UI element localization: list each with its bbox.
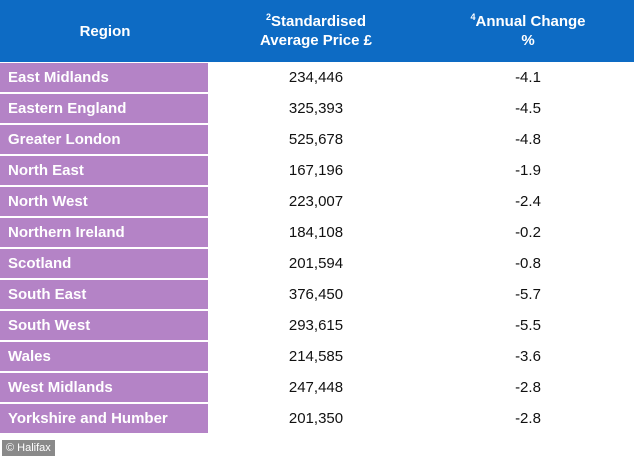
price-cell: 293,615 xyxy=(288,317,344,334)
header-change: 4Annual Change % xyxy=(422,0,634,62)
table-row: West Midlands 247,448 -2.8 xyxy=(0,373,634,402)
price-cell: 247,448 xyxy=(288,379,344,396)
region-cell: North West xyxy=(0,187,210,216)
header-price-footnote: 2 xyxy=(265,12,271,22)
region-cell: Wales xyxy=(0,342,210,371)
region-cell: North East xyxy=(0,156,210,185)
table-row: Yorkshire and Humber 201,350 -2.8 xyxy=(0,404,634,433)
change-cell: -2.4 xyxy=(515,193,541,210)
table-row: Greater London 525,678 -4.8 xyxy=(0,125,634,154)
price-cell: 234,446 xyxy=(288,69,344,86)
table-row: Scotland 201,594 -0.8 xyxy=(0,249,634,278)
price-cell: 214,585 xyxy=(288,348,344,365)
change-cell: -5.5 xyxy=(515,317,541,334)
header-change-footnote: 4 xyxy=(470,12,476,22)
change-cell: -2.8 xyxy=(515,410,541,427)
table-row: North West 223,007 -2.4 xyxy=(0,187,634,216)
change-cell: -3.6 xyxy=(515,348,541,365)
region-cell: South West xyxy=(0,311,210,340)
region-cell: South East xyxy=(0,280,210,309)
header-price-line2: Average Price £ xyxy=(259,32,373,49)
table-row: East Midlands 234,446 -4.1 xyxy=(0,63,634,92)
table-row: Northern Ireland 184,108 -0.2 xyxy=(0,218,634,247)
change-cell: -5.7 xyxy=(515,286,541,303)
table-header: Region 2Standardised Average Price £ 4An… xyxy=(0,0,634,62)
table-body: East Midlands 234,446 -4.1 Eastern Engla… xyxy=(0,63,634,433)
region-cell: East Midlands xyxy=(0,63,210,92)
price-cell: 201,350 xyxy=(288,410,344,427)
table-row: South East 376,450 -5.7 xyxy=(0,280,634,309)
table-row: Wales 214,585 -3.6 xyxy=(0,342,634,371)
price-cell: 223,007 xyxy=(288,193,344,210)
price-cell: 325,393 xyxy=(288,100,344,117)
image-credit: © Halifax xyxy=(2,440,55,456)
table-row: Eastern England 325,393 -4.5 xyxy=(0,94,634,123)
region-cell: Northern Ireland xyxy=(0,218,210,247)
table-row: South West 293,615 -5.5 xyxy=(0,311,634,340)
house-price-table: Region 2Standardised Average Price £ 4An… xyxy=(0,0,634,433)
change-cell: -0.8 xyxy=(515,255,541,272)
header-change-title: Annual Change xyxy=(475,13,586,30)
region-cell: Yorkshire and Humber xyxy=(0,404,210,433)
header-region: Region xyxy=(79,22,131,40)
change-cell: -4.5 xyxy=(515,100,541,117)
price-cell: 184,108 xyxy=(288,224,344,241)
change-cell: -1.9 xyxy=(515,162,541,179)
change-cell: -2.8 xyxy=(515,379,541,396)
header-change-line1: 4Annual Change xyxy=(470,12,585,31)
change-cell: -4.1 xyxy=(515,69,541,86)
header-change-line2: % xyxy=(521,32,535,49)
price-cell: 525,678 xyxy=(288,131,344,148)
change-cell: -0.2 xyxy=(515,224,541,241)
change-cell: -4.8 xyxy=(515,131,541,148)
header-price: 2Standardised Average Price £ xyxy=(210,0,422,62)
region-cell: Scotland xyxy=(0,249,210,278)
region-cell: Eastern England xyxy=(0,94,210,123)
price-cell: 167,196 xyxy=(288,162,344,179)
price-cell: 201,594 xyxy=(288,255,344,272)
table-row: North East 167,196 -1.9 xyxy=(0,156,634,185)
region-cell: Greater London xyxy=(0,125,210,154)
price-cell: 376,450 xyxy=(288,286,344,303)
region-cell: West Midlands xyxy=(0,373,210,402)
header-price-title: Standardised xyxy=(270,13,367,30)
header-price-line1: 2Standardised xyxy=(266,12,366,31)
